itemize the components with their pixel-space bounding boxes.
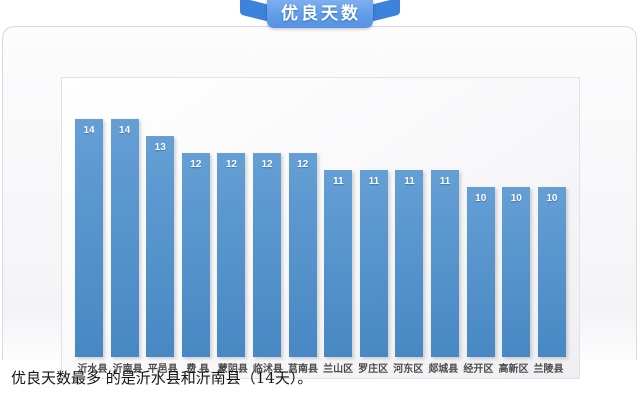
bar: 12: [181, 153, 210, 357]
bar: 14: [110, 119, 139, 357]
bar-value-label: 12: [261, 159, 273, 170]
x-axis-label: 莒南县: [288, 364, 318, 375]
bar: 12: [253, 153, 282, 357]
bar-chart-panel: 14 14 13 12 12 12 12 11 11 11 11 10 10 10 沂水县 沂南县 平邑县费 …: [61, 77, 580, 379]
bar-value-label: 12: [297, 159, 309, 170]
x-axis-label: 沂南县: [112, 364, 143, 375]
bar-value-label: 13: [154, 142, 166, 153]
bar: 12: [288, 153, 317, 357]
bars-row: 14 14 13 12 12 12 12 11 11 11 11 10 10 10: [75, 76, 566, 357]
bar-value-label: 11: [332, 176, 344, 187]
bar-value-label: 12: [225, 159, 237, 170]
x-axis-label: 郯城县: [428, 364, 459, 375]
x-axis-label: 费 县: [186, 364, 210, 375]
bar-value-label: 10: [510, 193, 522, 204]
bar: 11: [431, 170, 460, 357]
x-axis-label: 河东区: [393, 364, 424, 375]
bar: 12: [217, 153, 246, 357]
bar: 11: [359, 170, 388, 357]
bar: 10: [537, 187, 566, 357]
x-axis-label: 平邑县: [147, 364, 178, 375]
bar-value-label: 12: [190, 159, 202, 170]
title-ribbon-badge: 优良天数: [240, 0, 400, 28]
bar: 11: [395, 170, 424, 357]
chart-title: 优良天数: [267, 0, 373, 28]
x-axis-label: 罗庄区: [358, 364, 389, 375]
bar: 10: [466, 187, 495, 357]
section-container: 14 14 13 12 12 12 12 11 11 11 11 10 10 10 沂水县 沂南县 平邑县费 …: [2, 26, 637, 379]
bar: 10: [502, 187, 531, 357]
bar-value-label: 11: [368, 176, 380, 187]
x-axis-labels: 沂水县 沂南县 平邑县费 县蒙阴县 临沭县 莒南县 兰山区 罗庄区 河东区 郯城县 经开区 高新区兰…: [75, 360, 566, 375]
bar: 13: [146, 136, 175, 357]
bar-value-label: 14: [119, 125, 131, 136]
chart-caption: 优良天数最多 的是沂水县和沂南县（14天）。: [11, 369, 313, 387]
bar-value-label: 10: [475, 193, 487, 204]
bar-value-label: 10: [546, 193, 558, 204]
x-axis-label: 兰山区: [323, 364, 354, 375]
bar: 11: [324, 170, 353, 357]
bar-value-label: 14: [83, 125, 95, 136]
x-axis-label: 沂水县: [77, 364, 108, 375]
bar: 14: [75, 119, 103, 357]
x-axis-label: 高新区: [498, 364, 529, 375]
x-axis-label: 经开区: [463, 364, 494, 375]
bar-value-label: 11: [439, 176, 451, 187]
x-axis-label: 兰陵县: [533, 364, 564, 375]
x-axis-label: 蒙阴县: [217, 364, 248, 375]
x-axis-label: 临沭县: [252, 364, 283, 375]
bar-value-label: 11: [404, 176, 415, 187]
